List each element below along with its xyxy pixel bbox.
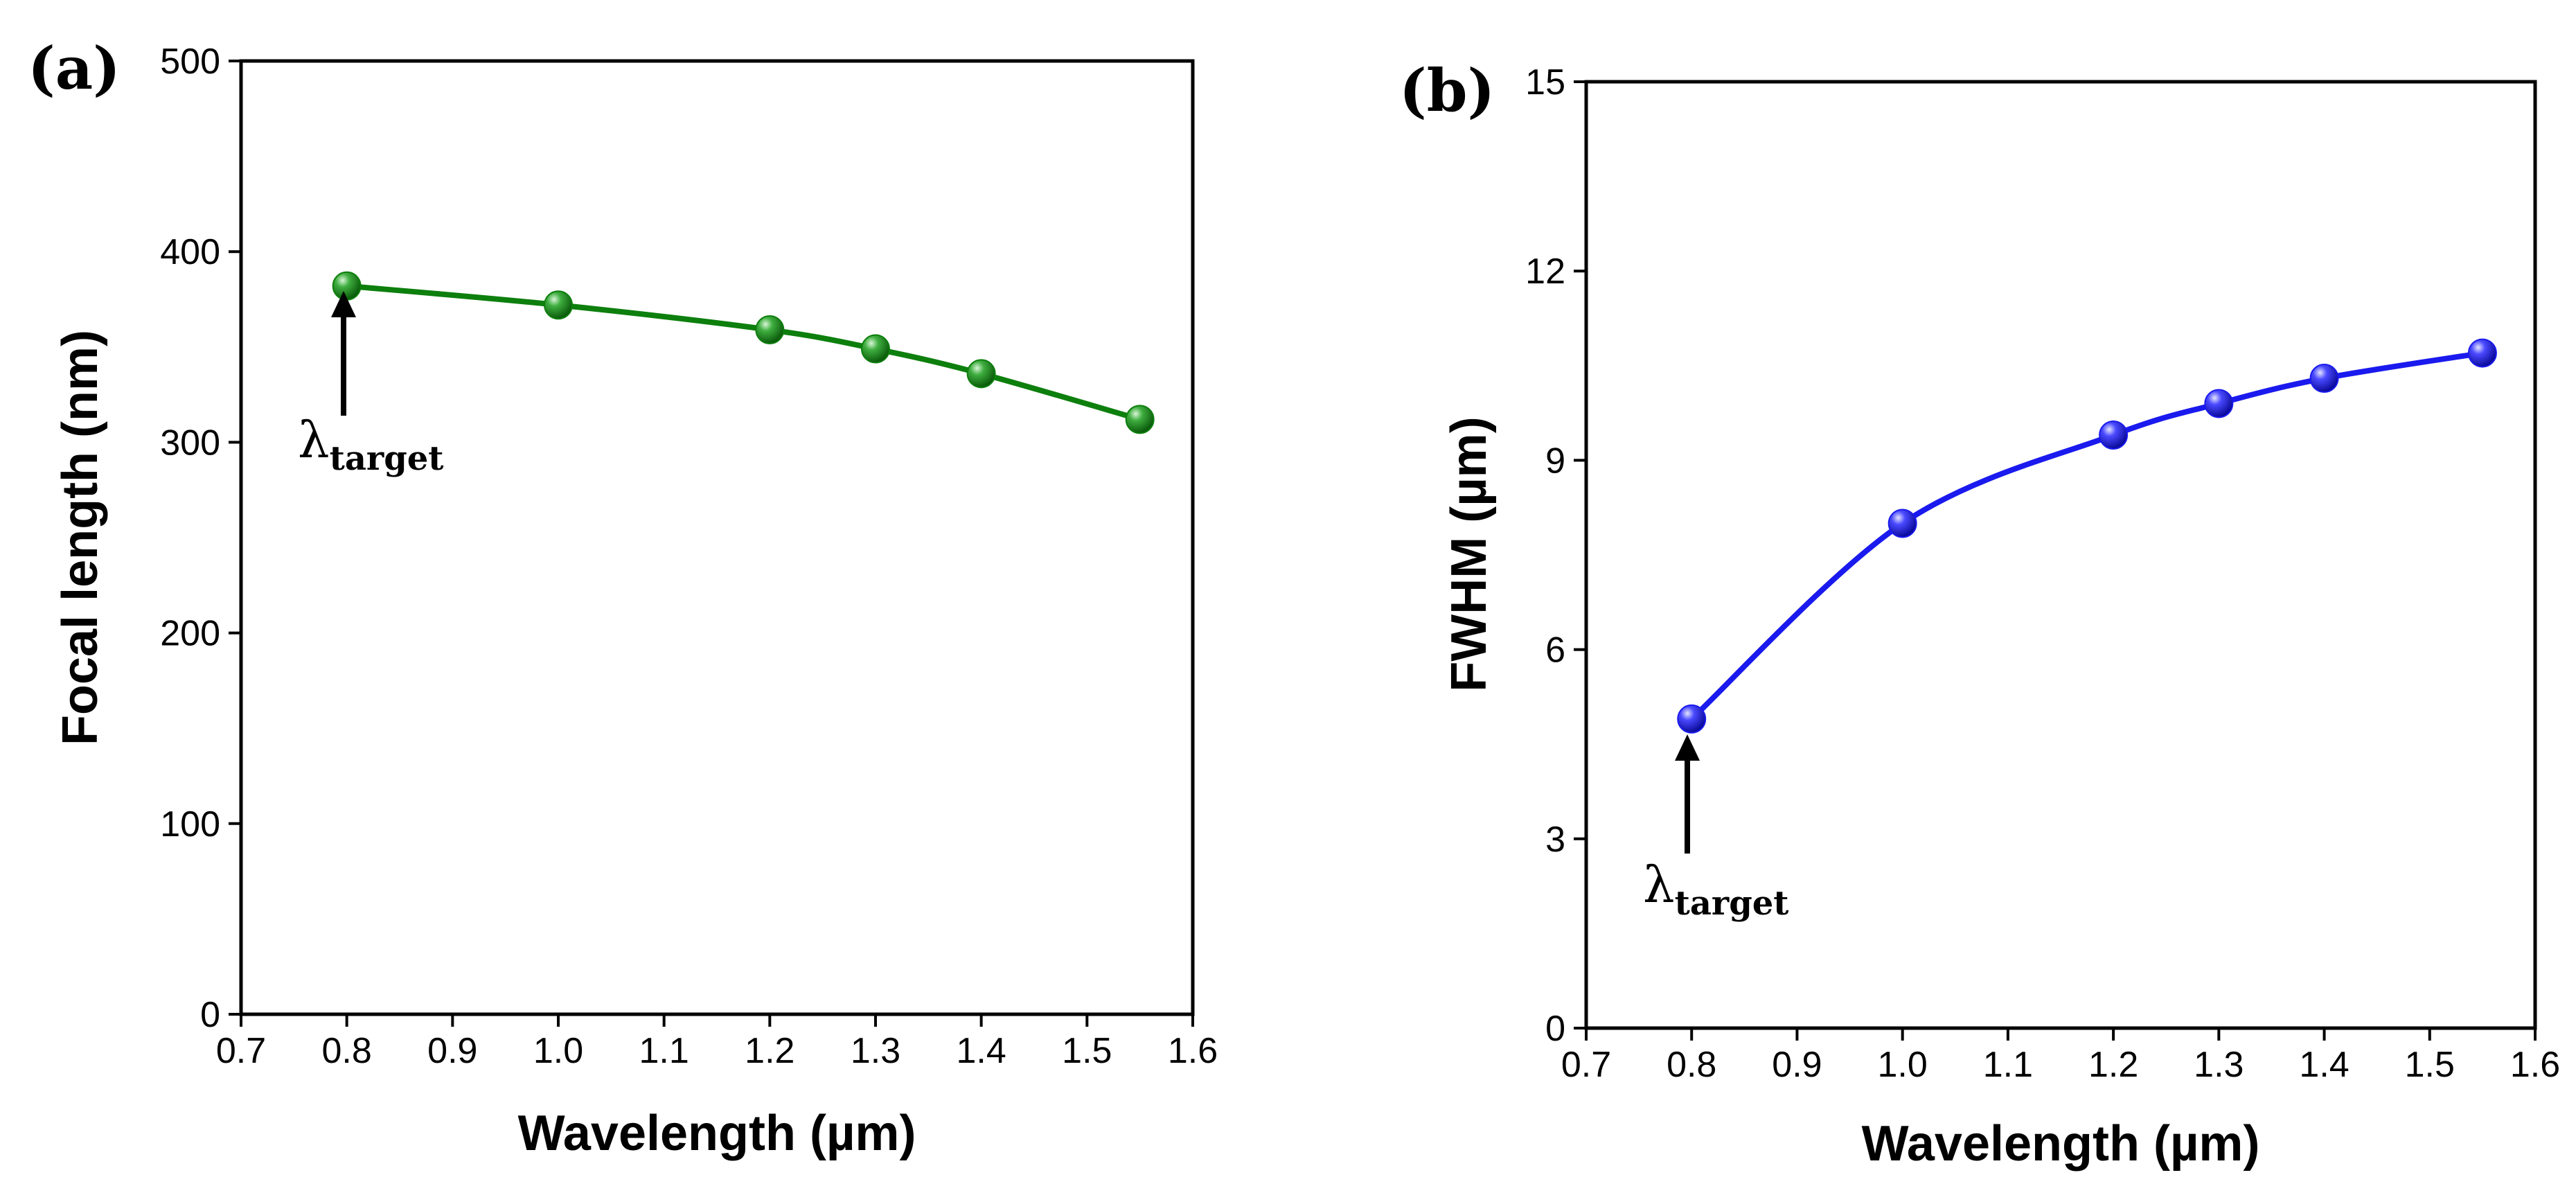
panel-a-x-tick-label: 1.1 bbox=[639, 1031, 689, 1071]
panel-a-x-axis-title: Wavelength (µm) bbox=[518, 1106, 916, 1161]
panel-a-x-tick-label: 1.2 bbox=[745, 1031, 794, 1071]
panel-a-y-tick-label: 0 bbox=[200, 995, 220, 1035]
panel-a-x-tick-label: 1.5 bbox=[1062, 1031, 1112, 1071]
panel-b-x-tick-label: 1.1 bbox=[1983, 1045, 2033, 1085]
panel-b-label: (b) bbox=[1399, 56, 1495, 125]
panel-b-x-tick-label: 1.4 bbox=[2299, 1045, 2349, 1085]
panel-a-data-point bbox=[544, 290, 573, 320]
panel-b-y-tick-label: 0 bbox=[1545, 1009, 1565, 1049]
panel-b-ticks: 0.7 0.8 0.9 1.0 1.1 1.2 1.3 1.4 1.5 1.6 0 3 6 9 12 15 bbox=[1525, 62, 2560, 1085]
panel-b-target-arrow-head bbox=[1675, 734, 1700, 761]
panel-b-y-tick-label: 9 bbox=[1545, 441, 1565, 481]
panel-a-x-tick-label: 1.3 bbox=[851, 1031, 900, 1071]
panel-b-y-tick-label: 6 bbox=[1545, 630, 1565, 671]
panel-a-data-point bbox=[861, 334, 890, 364]
panel-a-data-point bbox=[966, 359, 996, 389]
panel-a-target-arrow-head bbox=[331, 291, 356, 317]
panel-b-x-tick-label: 1.6 bbox=[2510, 1045, 2560, 1085]
panel-a-label: (a) bbox=[28, 34, 121, 103]
panel-a-series-line bbox=[346, 283, 1141, 423]
panel-b-data-point bbox=[2467, 338, 2497, 368]
panel-b: (b) 0.7 0.8 0.9 1.0 1.1 1.2 1.3 1.4 1.5 1.6 0 3 6 9 12… bbox=[1399, 56, 2560, 1172]
panel-a-x-tick-label: 0.8 bbox=[322, 1031, 372, 1071]
panel-b-data-point bbox=[2099, 420, 2129, 450]
panel-b-x-tick-label: 1.0 bbox=[1878, 1045, 1928, 1085]
panel-b-target-label: λtarget bbox=[1643, 856, 1788, 923]
panel-a-target-annotation: λtarget bbox=[298, 291, 443, 478]
panel-b-y-tick-label: 12 bbox=[1525, 251, 1565, 292]
panel-a-x-tick-label: 0.7 bbox=[216, 1031, 266, 1071]
panel-b-target-subscript: target bbox=[1675, 884, 1789, 923]
panel-a-y-tick-label: 100 bbox=[160, 804, 220, 845]
panel-a-x-tick-label: 0.9 bbox=[427, 1031, 477, 1071]
panel-a-y-tick-label: 300 bbox=[160, 423, 220, 463]
panel-a-y-tick-label: 400 bbox=[160, 232, 220, 272]
panel-b-y-axis-title: FWHM (µm) bbox=[1441, 416, 1497, 691]
panel-a-y-axis-title: Focal length (nm) bbox=[53, 330, 108, 745]
panel-a-target-label: λtarget bbox=[298, 411, 443, 478]
panel-b-target-annotation: λtarget bbox=[1643, 734, 1788, 923]
panel-a-series bbox=[332, 271, 1155, 434]
panel-b-x-tick-label: 0.7 bbox=[1561, 1045, 1611, 1085]
panel-b-x-tick-label: 1.2 bbox=[2088, 1045, 2138, 1085]
panel-b-data-point bbox=[1887, 509, 1917, 538]
panel-a-plot-frame bbox=[239, 59, 1195, 1016]
panel-a-x-tick-label: 1.4 bbox=[957, 1031, 1006, 1071]
panel-b-x-tick-label: 0.9 bbox=[1772, 1045, 1822, 1085]
panel-a-y-tick-label: 500 bbox=[160, 42, 220, 82]
panel-b-data-point bbox=[1677, 704, 1707, 734]
panel-b-series bbox=[1677, 338, 2497, 734]
panel-b-x-tick-label: 0.8 bbox=[1667, 1045, 1716, 1085]
panel-a-data-point bbox=[332, 271, 362, 301]
panel-a-data-point bbox=[755, 315, 785, 345]
panel-b-x-axis-title: Wavelength (µm) bbox=[1862, 1116, 2260, 1172]
panel-b-data-point bbox=[2204, 389, 2234, 418]
panel-a-ticks: 0.7 0.8 0.9 1.0 1.1 1.2 1.3 1.4 1.5 1.6 0 100 200 300… bbox=[160, 42, 1218, 1071]
panel-a-target-symbol: λ bbox=[298, 411, 330, 469]
panel-b-series-line bbox=[1689, 350, 2483, 721]
panel-a-data-point bbox=[1125, 405, 1155, 434]
panel-a-target-subscript: target bbox=[330, 439, 444, 478]
panel-b-plot-frame bbox=[1584, 80, 2537, 1030]
panel-b-x-tick-label: 1.5 bbox=[2405, 1045, 2455, 1085]
panel-b-target-symbol: λ bbox=[1643, 856, 1675, 914]
panel-b-y-tick-label: 15 bbox=[1525, 62, 1565, 103]
panel-a-x-tick-label: 1.0 bbox=[533, 1031, 583, 1071]
panel-b-data-point bbox=[2309, 364, 2339, 394]
panel-b-y-tick-label: 3 bbox=[1545, 820, 1565, 860]
panel-a: (a) 0.7 0.8 0.9 1.0 1.1 1.2 1.3 1.4 1.5 1.6 0 100 20… bbox=[28, 34, 1218, 1161]
panel-a-y-tick-label: 200 bbox=[160, 614, 220, 654]
panel-a-x-tick-label: 1.6 bbox=[1168, 1031, 1218, 1071]
panel-b-x-tick-label: 1.3 bbox=[2194, 1045, 2244, 1085]
